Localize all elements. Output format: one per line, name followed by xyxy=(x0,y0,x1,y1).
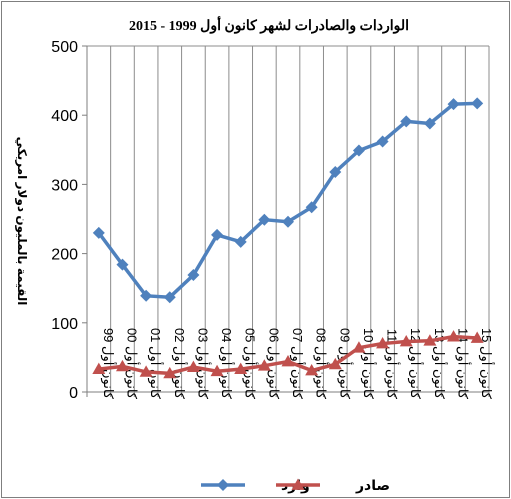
data-point-series-2 xyxy=(115,359,129,372)
y-tick-label: 0 xyxy=(69,385,78,402)
data-point-series-1 xyxy=(116,258,129,271)
data-point-series-1 xyxy=(187,269,200,282)
y-tick-labels: 0 100 200 300 400 500 xyxy=(51,39,78,402)
y-tick-label: 200 xyxy=(51,247,78,264)
data-point-series-1 xyxy=(140,289,153,302)
gridlines xyxy=(86,45,490,392)
data-point-series-1 xyxy=(92,226,105,239)
x-tick-label: كانون أول 05 xyxy=(242,328,259,400)
data-point-series-2 xyxy=(423,334,437,346)
data-point-series-2 xyxy=(281,355,295,367)
data-point-series-1 xyxy=(352,144,365,157)
x-tick-label: كانون أول 12 xyxy=(407,328,424,400)
legend-marker-2 xyxy=(291,478,305,490)
x-tick-label: كانون أول 03 xyxy=(194,328,211,400)
y-axis-label: القيمة بالمليون دولار امريكي xyxy=(14,137,29,306)
x-tick-label: كانون أول 08 xyxy=(313,328,330,400)
data-point-series-1 xyxy=(376,135,389,148)
series-line-1 xyxy=(97,101,479,299)
data-point-series-2 xyxy=(447,330,461,342)
x-tick-label: كانون أول 15 xyxy=(478,328,495,400)
y-tick-label: 400 xyxy=(51,108,78,125)
data-point-series-2 xyxy=(163,366,177,379)
data-point-series-2 xyxy=(186,360,200,372)
data-point-series-2 xyxy=(257,359,271,371)
x-tick-label: كانون أول 09 xyxy=(336,328,353,400)
legend-label-2: صادر xyxy=(355,477,390,493)
x-tick-label: كانون أول 10 xyxy=(360,328,377,400)
data-point-series-2 xyxy=(470,331,484,343)
data-point-series-2 xyxy=(305,364,319,376)
data-point-series-2 xyxy=(399,334,413,347)
data-point-series-1 xyxy=(305,201,318,214)
data-point-series-2 xyxy=(328,357,342,370)
x-tick-label: كانون أول 11 xyxy=(384,329,401,400)
data-point-series-1 xyxy=(282,215,294,228)
x-tick-label: كانون أول 01 xyxy=(147,328,164,400)
data-point-series-1 xyxy=(163,291,176,304)
data-point-series-2 xyxy=(234,362,248,375)
chart-title: الواردات والصادرات لشهر كانون أول 1999 -… xyxy=(129,15,409,34)
series-layer xyxy=(92,97,484,379)
x-tick-label: كانون أول 00 xyxy=(123,328,140,400)
y-tick-label: 500 xyxy=(51,39,78,56)
data-point-series-2 xyxy=(352,341,366,353)
data-point-series-1 xyxy=(423,117,436,130)
x-tick-label: كانون أول 14 xyxy=(455,328,472,400)
data-point-series-1 xyxy=(400,115,413,128)
data-point-series-2 xyxy=(139,365,153,377)
legend: واردصادر xyxy=(201,477,390,494)
x-tick-label: كانون أول 13 xyxy=(431,328,448,400)
axes xyxy=(82,45,490,397)
y-tick-label: 300 xyxy=(51,177,78,194)
x-tick-label: كانون أول 99 xyxy=(100,328,117,400)
data-point-series-2 xyxy=(376,337,390,349)
data-point-series-1 xyxy=(258,213,271,226)
y-tick-label: 100 xyxy=(51,316,78,333)
data-point-series-1 xyxy=(234,235,247,248)
data-point-series-1 xyxy=(447,98,460,111)
legend-marker-1 xyxy=(217,479,229,491)
data-point-series-1 xyxy=(471,97,484,110)
data-point-series-1 xyxy=(211,228,224,241)
x-tick-label: كانون أول 04 xyxy=(218,328,235,400)
data-point-series-1 xyxy=(329,165,342,178)
x-tick-label: كانون أول 02 xyxy=(171,328,188,400)
data-point-series-2 xyxy=(210,364,224,377)
data-point-series-2 xyxy=(92,362,106,375)
